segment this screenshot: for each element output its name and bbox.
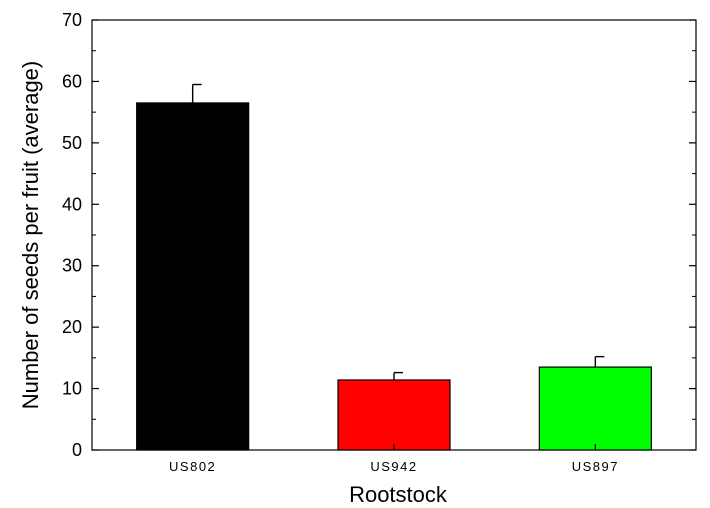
y-tick-label: 50 — [62, 133, 82, 153]
y-tick-label: 10 — [62, 379, 82, 399]
y-axis-title: Number of seeds per fruit (average) — [18, 61, 43, 410]
x-axis-title: Rootstock — [349, 482, 448, 507]
x-tick-label: US802 — [169, 459, 216, 474]
y-tick-label: 20 — [62, 317, 82, 337]
bar-us942 — [337, 379, 451, 451]
y-tick-label: 60 — [62, 71, 82, 91]
bar-us802 — [136, 102, 250, 451]
y-tick-label: 0 — [72, 440, 82, 460]
bar-us897 — [538, 366, 652, 451]
y-tick-label: 70 — [62, 10, 82, 30]
y-tick-label: 40 — [62, 194, 82, 214]
x-tick-label: US942 — [370, 459, 417, 474]
x-tick-label: US897 — [572, 459, 619, 474]
y-tick-label: 30 — [62, 256, 82, 276]
plot-area: 0 10 20 30 40 50 60 70 US802 US942 US897 — [62, 10, 697, 474]
